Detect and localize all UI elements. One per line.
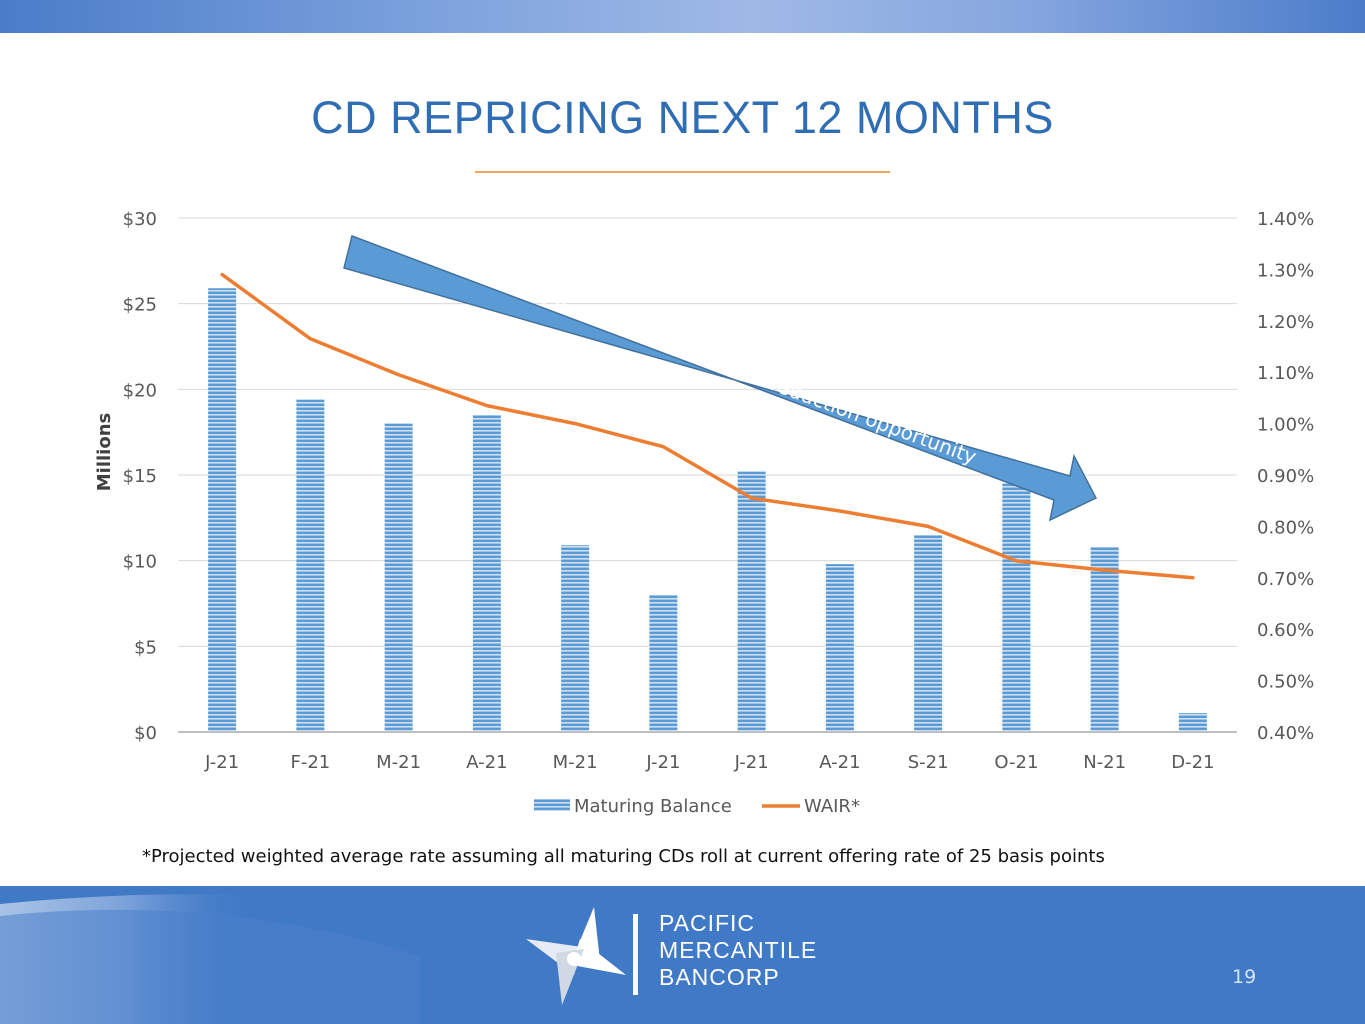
y-tick-label: $20 [123, 380, 157, 401]
bar-series [208, 288, 1207, 732]
page-title: CD REPRICING NEXT 12 MONTHS [311, 92, 1054, 143]
bank-logo-text: PACIFIC MERCANTILE BANCORP [659, 910, 817, 991]
y2-tick-label: 1.40% [1257, 209, 1314, 230]
logo-line-1: PACIFIC [659, 910, 756, 936]
x-tick-label: M-21 [553, 752, 598, 773]
y-tick-label: $5 [134, 637, 157, 658]
bar [208, 288, 237, 732]
bank-logo-icon [526, 907, 626, 1005]
y-tick-label: $25 [123, 295, 157, 316]
y2-tick-label: 0.70% [1257, 569, 1314, 590]
line-series [220, 272, 1195, 580]
x-tick-label: O-21 [994, 752, 1038, 773]
y-tick-label: $15 [123, 466, 157, 487]
y2-tick-label: 1.20% [1257, 312, 1314, 333]
y2-tick-label: 0.60% [1257, 620, 1314, 641]
page-number: 19 [1232, 966, 1257, 988]
x-tick-label: M-21 [376, 752, 421, 773]
logo-line-2: MERCANTILE [659, 937, 818, 963]
bar [472, 415, 501, 732]
footnote: *Projected weighted average rate assumin… [142, 846, 1105, 867]
y2-tick-label: 0.50% [1257, 672, 1314, 693]
x-tick-label: A-21 [466, 752, 507, 773]
axes: $0 $5 $10 $15 $20 $25 $30 0.40% 0.50% 0.60% 0.70% 0… [94, 209, 1314, 773]
x-tick-label: F-21 [290, 752, 330, 773]
bar [649, 594, 678, 732]
bar [296, 399, 325, 732]
footer-swoosh [0, 894, 520, 1024]
bar [825, 564, 854, 732]
logo-line-3: BANCORP [659, 964, 780, 990]
bar [561, 545, 590, 732]
x-tick-label: D-21 [1171, 752, 1214, 773]
x-tick-label: S-21 [908, 752, 949, 773]
arrow-shape [343, 235, 1098, 522]
y-tick-label: $30 [123, 209, 157, 230]
bar [737, 471, 766, 732]
arrow-annotation: Continued cost of funds reduction opport… [538, 287, 980, 469]
x-tick-label: J-21 [734, 752, 769, 773]
y-tick-label: $0 [134, 723, 157, 744]
trend-arrow: Continued cost of funds reduction opport… [343, 235, 1098, 522]
y2-tick-label: 1.00% [1257, 415, 1314, 436]
chart: Continued cost of funds reduction opport… [94, 209, 1314, 817]
y-axis-title: Millions [94, 413, 115, 492]
y2-tick-label: 1.30% [1257, 260, 1314, 281]
gridlines [178, 217, 1237, 647]
x-tick-label: N-21 [1083, 752, 1126, 773]
legend: Maturing Balance WAIR* [534, 796, 860, 817]
bar [1002, 483, 1031, 732]
top-banner [0, 0, 1365, 33]
legend-swatch-balance [534, 799, 570, 811]
title-underline [475, 171, 890, 173]
wair-line [220, 272, 1195, 580]
legend-label-balance: Maturing Balance [574, 796, 732, 817]
y2-tick-label: 0.80% [1257, 517, 1314, 538]
footer-band [0, 886, 1365, 1024]
y2-tick-label: 1.10% [1257, 363, 1314, 384]
y2-tick-label: 0.90% [1257, 466, 1314, 487]
bar [914, 534, 943, 732]
x-tick-label: J-21 [204, 752, 239, 773]
legend-label-wair: WAIR* [804, 796, 860, 817]
bar [1178, 713, 1207, 732]
x-tick-label: J-21 [645, 752, 680, 773]
bar [384, 423, 413, 732]
x-tick-label: A-21 [819, 752, 860, 773]
bar [1090, 546, 1119, 732]
logo-divider [633, 914, 638, 995]
y-tick-label: $10 [123, 552, 157, 573]
y2-tick-label: 0.40% [1257, 723, 1314, 744]
